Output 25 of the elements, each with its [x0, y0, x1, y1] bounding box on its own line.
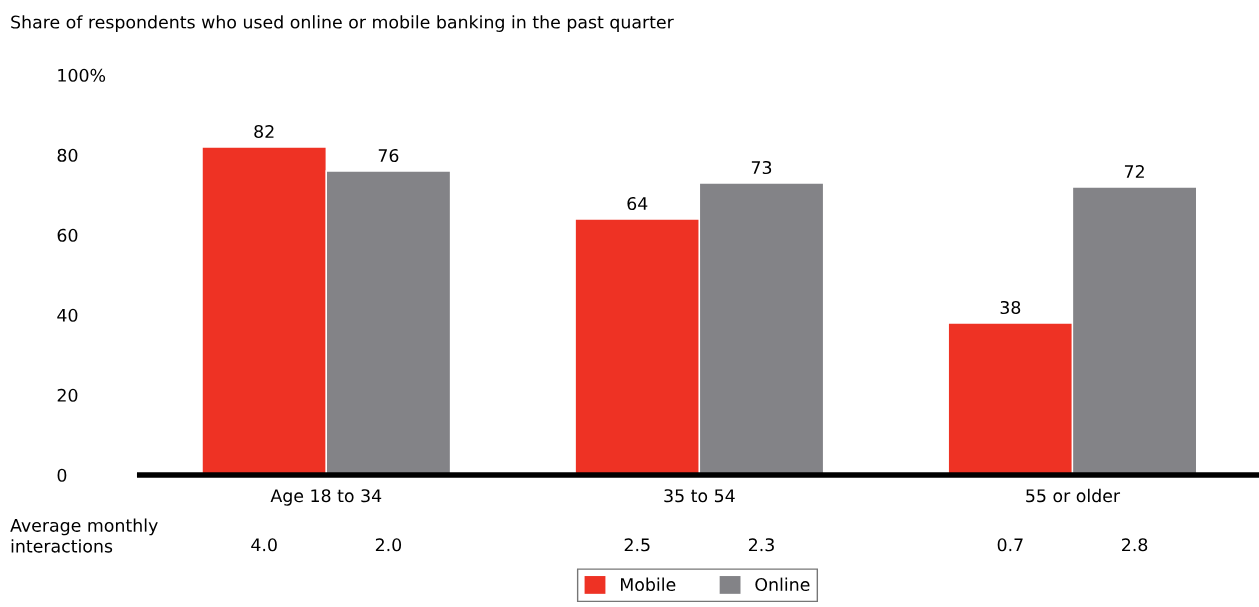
chart-title: Share of respondents who used online or mobile banking in the past quarter — [11, 15, 674, 32]
text: 2.0 — [375, 538, 402, 552]
data-label: 38 — [1000, 300, 1021, 315]
x-tick-label: Age 18 to 34 — [270, 489, 382, 506]
y-tick-label: 60 — [57, 228, 78, 242]
text: 2.3 — [748, 538, 774, 552]
y-tick-label: 100% — [58, 68, 106, 82]
y-tick-label: 20 — [57, 388, 78, 402]
data-label: 73 — [751, 160, 772, 175]
data-label: 64 — [627, 196, 648, 211]
x-tick-label: 55 or older — [1026, 488, 1121, 503]
text: 0.7 — [997, 538, 1023, 552]
text: 2.5 — [624, 538, 650, 552]
text: 2.8 — [1122, 538, 1148, 552]
x-tick-label: 35 to 54 — [664, 489, 735, 503]
y-tick-label: 80 — [57, 148, 78, 162]
text: 4.0 — [251, 538, 277, 552]
y-tick-label: 40 — [57, 308, 78, 322]
text: Average monthly interactions — [10, 518, 158, 553]
legend-label: Online — [755, 577, 810, 592]
y-tick-label: 0 — [57, 468, 67, 482]
data-label: 76 — [378, 148, 399, 163]
legend-label: Mobile — [621, 577, 676, 592]
data-label: 82 — [254, 124, 274, 139]
data-label: 72 — [1124, 164, 1144, 178]
